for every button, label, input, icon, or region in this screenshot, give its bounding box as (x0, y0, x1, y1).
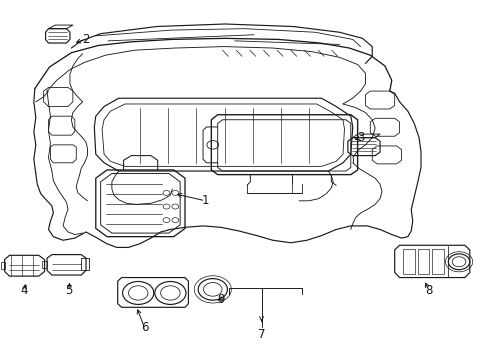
Text: 7: 7 (257, 328, 265, 341)
Text: 1: 1 (202, 194, 209, 207)
Text: 6: 6 (141, 321, 148, 334)
Text: 8: 8 (424, 284, 431, 297)
Text: 5: 5 (65, 284, 73, 297)
Text: 2: 2 (82, 32, 90, 46)
Text: 9: 9 (217, 293, 224, 306)
Text: 4: 4 (20, 284, 28, 297)
Text: 3: 3 (356, 131, 364, 144)
